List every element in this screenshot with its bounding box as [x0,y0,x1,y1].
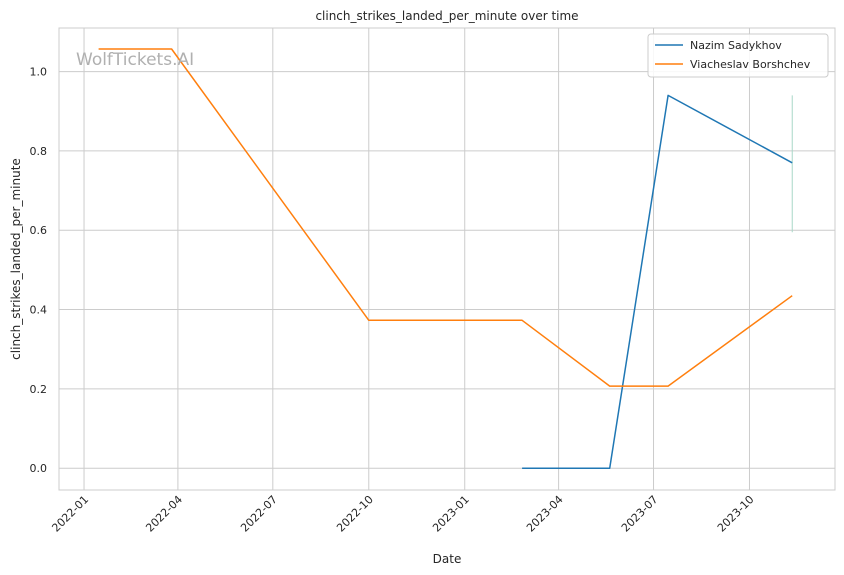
y-tick-label: 0.6 [30,224,48,237]
tick-labels: 0.0 0.2 0.4 0.6 0.8 1.0 2022-01 2022-04 2022-07 2… [30,66,757,535]
x-tick-label: 2023-10 [715,493,757,535]
x-tick-label: 2022-10 [334,493,376,535]
series-line-2 [98,48,793,387]
y-axis-title: clinch_strikes_landed_per_minute [9,158,23,360]
y-tick-label: 0.8 [30,145,48,158]
x-axis-title: Date [433,552,462,566]
legend: Nazim Sadykhov Viacheslav Borshchev [647,33,829,78]
x-tick-label: 2022-07 [238,493,280,535]
y-tick-label: 0.0 [30,462,48,475]
legend-label: Nazim Sadykhov [690,39,782,52]
y-tick-label: 0.4 [30,304,48,317]
legend-label: Viacheslav Borshchev [690,58,811,71]
x-tick-label: 2023-01 [430,493,472,535]
grid [59,28,835,490]
series-lines [98,48,793,469]
x-tick-label: 2022-04 [143,493,185,535]
y-tick-label: 1.0 [30,66,48,79]
x-tick-label: 2023-07 [619,493,661,535]
legend-box [647,33,829,78]
watermark-text: WolfTickets.AI [76,50,194,70]
series-line-1 [522,94,793,469]
plot-frame [58,27,836,491]
x-tick-label: 2022-01 [49,493,91,535]
chart-title: clinch_strikes_landed_per_minute over ti… [315,9,578,23]
y-tick-label: 0.2 [30,383,48,396]
x-tick-label: 2023-04 [524,493,566,535]
